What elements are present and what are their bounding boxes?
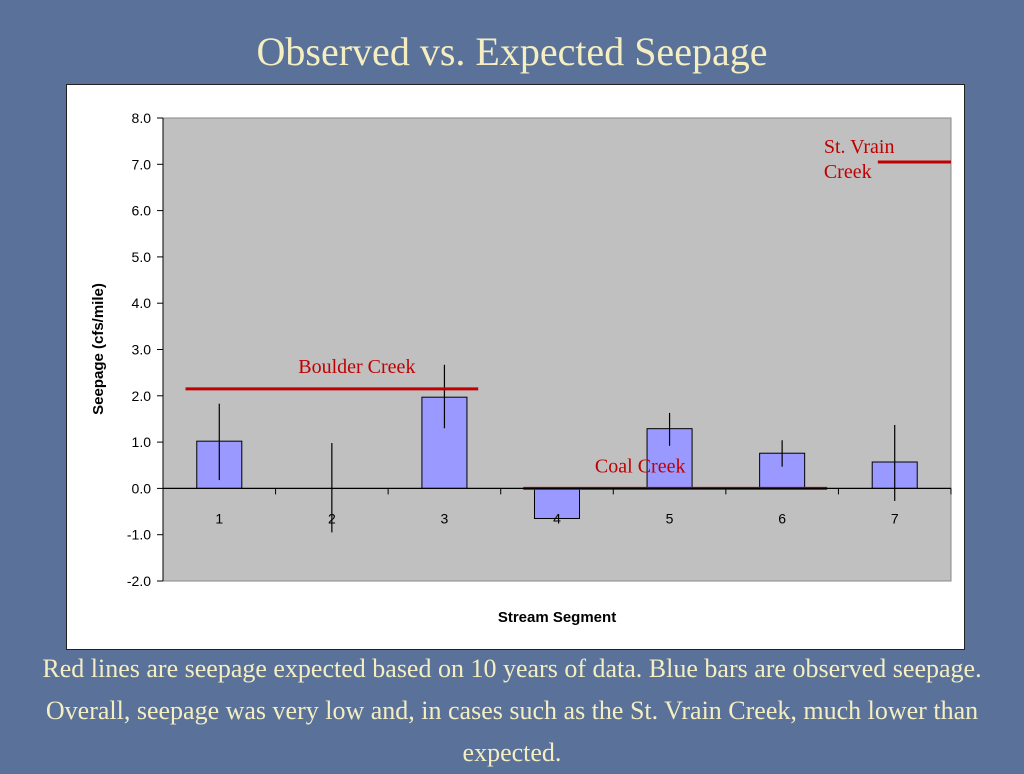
x-tick-label: 1	[215, 510, 223, 526]
y-tick-label: -1.0	[127, 527, 151, 543]
y-tick-label: 4.0	[132, 295, 152, 311]
x-tick-label: 2	[328, 510, 336, 526]
slide-caption: Red lines are seepage expected based on …	[42, 654, 982, 767]
y-tick-label: 6.0	[132, 203, 152, 219]
y-tick-label: 2.0	[132, 388, 152, 404]
slide-title: Observed vs. Expected Seepage	[256, 29, 768, 74]
y-tick-label: 7.0	[132, 156, 152, 172]
x-tick-label: 4	[553, 510, 561, 526]
x-tick-label: 6	[778, 510, 786, 526]
y-tick-label: 3.0	[132, 342, 152, 358]
expected-line-label: St. Vrain	[824, 136, 895, 158]
y-tick-label: 1.0	[132, 434, 152, 450]
expected-lines-layer: Boulder Creek Coal Creek St. Vrain Creek	[185, 136, 951, 490]
y-tick-label: 0.0	[132, 480, 152, 496]
x-tick-label: 7	[891, 510, 899, 526]
expected-line-label: Boulder Creek	[298, 356, 415, 378]
y-tick-label: 5.0	[132, 249, 152, 265]
chart-panel: -2.0 -1.0 0.0 1.0 2.0 3.0 4.0 5.0 6.0 7.0 8.0 Boul…	[66, 84, 965, 650]
expected-line-label: Coal Creek	[595, 455, 686, 477]
x-tick-label: 3	[441, 510, 449, 526]
x-axis-title: Stream Segment	[498, 609, 616, 626]
y-axis-title: Seepage (cfs/mile)	[90, 283, 107, 415]
x-tick-label: 5	[666, 510, 674, 526]
y-tick-label: -2.0	[127, 573, 151, 589]
y-axis: -2.0 -1.0 0.0 1.0 2.0 3.0 4.0 5.0 6.0 7.0 8.0	[127, 110, 164, 589]
y-tick-label: 8.0	[132, 110, 152, 126]
x-axis: 1 2 3 4 5 6 7	[162, 487, 952, 526]
chart-svg: -2.0 -1.0 0.0 1.0 2.0 3.0 4.0 5.0 6.0 7.0 8.0 Boul…	[90, 110, 952, 626]
expected-line-label: Creek	[824, 161, 872, 183]
